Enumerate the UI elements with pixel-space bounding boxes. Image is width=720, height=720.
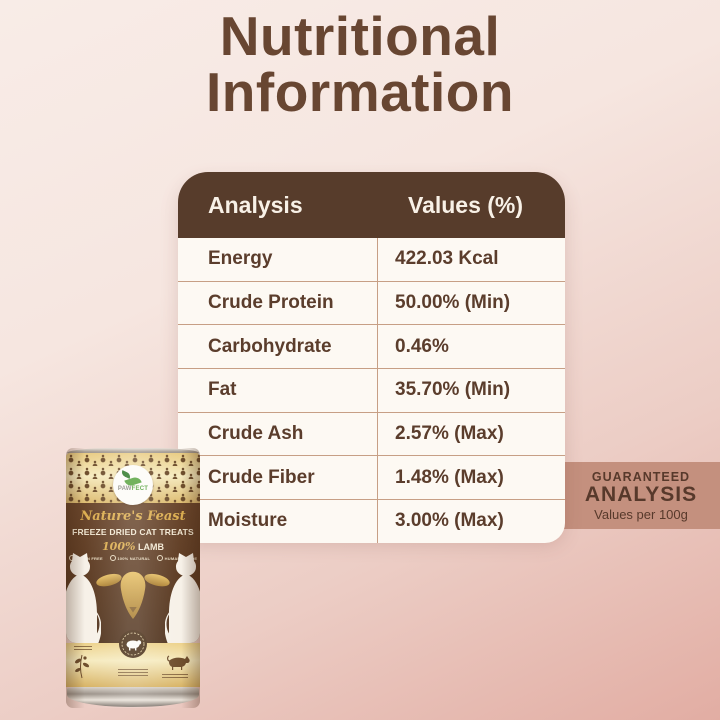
product-variant: 100% LAMB [66, 540, 200, 553]
table-row: Moisture 3.00% (Max) [178, 499, 565, 543]
values-per-100g-label: Values per 100g [594, 506, 688, 522]
row-label: Crude Fiber [178, 456, 378, 500]
badge-label: 100% NATURAL [117, 555, 151, 561]
row-label: Fat [178, 369, 378, 412]
product-name: FREEZE DRIED CAT TREATS [72, 527, 194, 537]
table-row: Crude Fiber 1.48% (Max) [178, 455, 565, 500]
row-value: 50.00% (Min) [395, 292, 511, 314]
analysis-label: ANALYSIS [584, 482, 698, 506]
table-row: Carbohydrate 0.46% [178, 324, 565, 369]
brand-name-part1: PAW [117, 485, 132, 492]
table-body: Energy 422.03 Kcal Crude Protein 50.00% … [178, 238, 565, 543]
brand-name-part2: FECT [131, 485, 149, 492]
row-label: Energy [178, 238, 378, 281]
row-label: Crude Ash [178, 412, 378, 456]
brand-logo: PAWFECT [113, 465, 153, 505]
can-label-body: Nature's Feast FREEZE DRIED CAT TREATS 1… [66, 503, 200, 643]
brand-name: PAWFECT [118, 486, 148, 493]
leaf-icon [120, 470, 132, 479]
guaranteed-analysis-band: GUARANTEED ANALYSIS Values per 100g [556, 462, 720, 529]
guaranteed-label: GUARANTEED [591, 469, 691, 484]
fine-print-block [118, 669, 148, 678]
badge-label: GRAIN FREE [76, 555, 103, 561]
lamb-stamp-icon [119, 630, 147, 658]
table-row: Energy 422.03 Kcal [178, 238, 565, 281]
nutrition-table: Analysis Values (%) Energy 422.03 Kcal C… [178, 172, 565, 543]
fine-print-block [162, 674, 188, 680]
header-analysis: Analysis [208, 191, 303, 218]
fine-print-block [74, 646, 92, 650]
can-bottom-rim [67, 687, 199, 707]
row-value: 3.00% (Max) [395, 510, 504, 532]
row-label: Crude Protein [178, 281, 378, 325]
variant-flavor: LAMB [137, 542, 164, 552]
human-grade-icon [157, 555, 164, 561]
row-label: Carbohydrate [178, 325, 378, 369]
variant-percent: 100% [102, 540, 136, 553]
table-row: Fat 35.70% (Min) [178, 368, 565, 412]
row-value: 422.03 Kcal [395, 248, 499, 270]
product-can-image: PAWFECT Nature's Feast FREEZE DRIED CAT … [66, 448, 200, 708]
row-value: 2.57% (Max) [395, 423, 504, 445]
row-value: 0.46% [395, 335, 449, 357]
lamb-head-icon [96, 571, 170, 619]
page-title: Nutritional Information [0, 8, 720, 120]
plant-sprig-icon [74, 654, 90, 679]
natural-icon [109, 555, 116, 561]
row-value: 1.48% (Max) [395, 466, 504, 488]
page-title-line1: Nutritional [219, 5, 501, 67]
badge-natural: 100% NATURAL [109, 555, 151, 561]
table-header-row: Analysis Values (%) [178, 172, 565, 238]
cat-silhouette-left [66, 553, 101, 643]
header-values: Values (%) [408, 191, 524, 218]
table-row: Crude Ash 2.57% (Max) [178, 411, 565, 456]
cat-silhouette-right [165, 553, 200, 643]
can-top-rim [67, 448, 199, 455]
row-label: Moisture [178, 500, 378, 543]
page-title-line2: Information [206, 61, 514, 123]
row-value: 35.70% (Min) [395, 379, 511, 401]
walking-cat-icon [167, 655, 190, 670]
table-row: Crude Protein 50.00% (Min) [178, 280, 565, 325]
product-script-name: Nature's Feast [80, 509, 186, 524]
